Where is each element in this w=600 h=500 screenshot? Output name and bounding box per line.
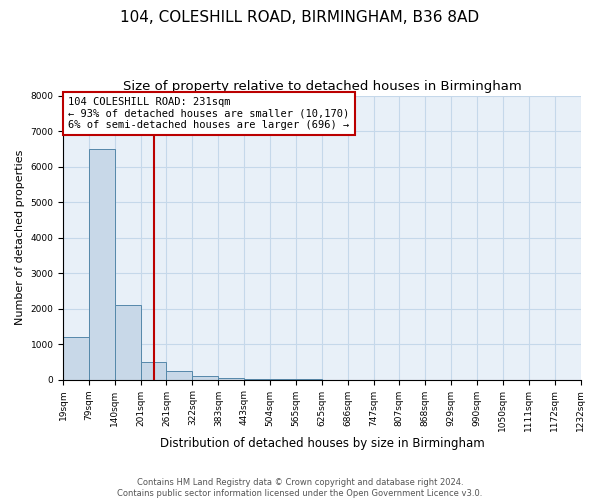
Bar	[218, 378, 244, 380]
X-axis label: Distribution of detached houses by size in Birmingham: Distribution of detached houses by size …	[160, 437, 484, 450]
Y-axis label: Number of detached properties: Number of detached properties	[15, 150, 25, 326]
Bar	[89, 149, 115, 380]
Text: Contains HM Land Registry data © Crown copyright and database right 2024.
Contai: Contains HM Land Registry data © Crown c…	[118, 478, 482, 498]
Bar	[166, 370, 193, 380]
Bar	[63, 337, 89, 380]
Title: Size of property relative to detached houses in Birmingham: Size of property relative to detached ho…	[122, 80, 521, 93]
Bar	[141, 362, 166, 380]
Text: 104, COLESHILL ROAD, BIRMINGHAM, B36 8AD: 104, COLESHILL ROAD, BIRMINGHAM, B36 8AD	[121, 10, 479, 25]
Bar	[115, 305, 141, 380]
Text: 104 COLESHILL ROAD: 231sqm
← 93% of detached houses are smaller (10,170)
6% of s: 104 COLESHILL ROAD: 231sqm ← 93% of deta…	[68, 97, 350, 130]
Bar	[193, 376, 218, 380]
Bar	[244, 378, 270, 380]
